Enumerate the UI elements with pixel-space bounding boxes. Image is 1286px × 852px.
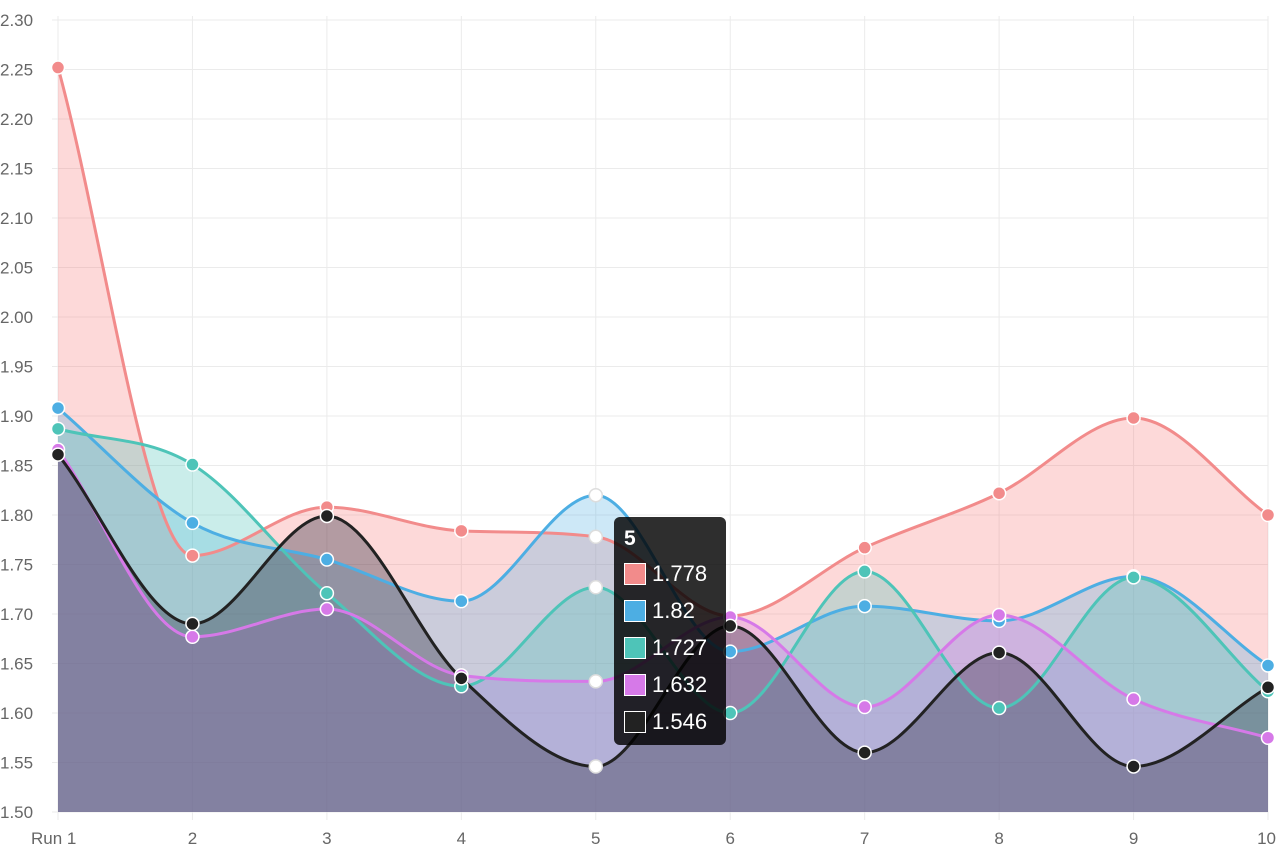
y-tick-label: 2.20: [0, 110, 33, 129]
data-point: [588, 529, 604, 545]
x-tick-label: 2: [188, 829, 197, 848]
data-point: [1260, 507, 1276, 523]
data-point: [857, 564, 872, 579]
data-point: [857, 598, 872, 614]
data-point: [1126, 570, 1141, 585]
y-tick-label: 1.55: [0, 754, 33, 773]
series-area: [58, 67, 1268, 812]
tooltip-row: 1.778: [624, 555, 716, 592]
tooltip-swatch: [624, 710, 646, 733]
y-tick-label: 1.70: [0, 605, 33, 624]
series-points: [50, 60, 1276, 774]
data-point: [454, 671, 469, 686]
tooltip-value: 1.727: [652, 634, 708, 660]
y-tick-label: 1.65: [0, 655, 33, 674]
data-point: [588, 580, 604, 595]
data-point: [991, 485, 1007, 501]
data-point: [50, 447, 66, 462]
x-tick-label: 4: [457, 829, 466, 848]
tooltip-value: 1.82: [652, 597, 695, 623]
data-point: [991, 700, 1007, 716]
y-tick-label: 1.50: [0, 803, 33, 822]
data-point: [454, 593, 469, 609]
data-point: [50, 400, 66, 416]
tooltip: 5 1.778 1.82 1.727 1.632 1.546: [614, 517, 726, 745]
data-point: [857, 745, 872, 760]
tooltip-value: 1.632: [652, 671, 708, 697]
tooltip-swatch: [624, 599, 646, 622]
tooltip-swatch: [624, 636, 646, 659]
tooltip-swatch: [624, 673, 646, 696]
data-point: [319, 585, 335, 601]
data-point: [319, 552, 335, 567]
data-point: [1260, 730, 1276, 745]
tooltip-row: 1.632: [624, 666, 716, 703]
y-tick-label: 1.85: [0, 457, 33, 476]
data-point: [185, 629, 200, 645]
data-point: [185, 548, 200, 563]
tooltip-row: 1.82: [624, 592, 716, 629]
data-point: [1126, 410, 1141, 426]
series-area: [58, 454, 1268, 812]
y-tick-label: 2.10: [0, 209, 33, 228]
y-tick-label: 2.15: [0, 160, 33, 179]
data-point: [50, 60, 66, 75]
y-axis-ticks: 1.50 1.55 1.60 1.65 1.70 1.75 1.80 1.85 1.90 1.95…: [0, 11, 33, 822]
tooltip-title: 5: [624, 527, 636, 550]
tooltip-swatch: [624, 562, 646, 585]
data-point: [1126, 691, 1141, 707]
data-point: [1260, 658, 1276, 673]
y-tick-label: 1.80: [0, 506, 33, 525]
data-point: [319, 601, 335, 617]
y-tick-label: 2.30: [0, 11, 33, 30]
data-point: [588, 487, 604, 503]
data-point: [588, 674, 604, 689]
x-axis-ticks: Run 1 2 3 4 5 6 7 8 9 10: [31, 829, 1276, 848]
y-tick-label: 2.05: [0, 259, 33, 278]
x-tick-label: 10: [1257, 829, 1276, 848]
data-point: [319, 508, 335, 524]
data-point: [991, 645, 1007, 660]
y-tick-label: 1.90: [0, 407, 33, 426]
tooltip-value: 1.546: [652, 708, 708, 734]
data-point: [185, 515, 200, 531]
x-tick-label: 6: [725, 829, 734, 848]
series-area: [58, 449, 1268, 812]
series-areas: [58, 67, 1268, 812]
y-tick-label: 1.95: [0, 358, 33, 377]
data-point: [1126, 759, 1141, 774]
y-tick-label: 2.25: [0, 61, 33, 80]
tooltip-row: 1.546: [624, 703, 716, 740]
x-tick-label: 5: [591, 829, 600, 848]
y-tick-label: 1.75: [0, 556, 33, 575]
y-tick-label: 2.00: [0, 308, 33, 327]
data-point: [1260, 680, 1276, 695]
data-point: [50, 421, 66, 437]
y-tick-label: 1.60: [0, 704, 33, 723]
data-point: [588, 759, 604, 774]
series-area: [58, 428, 1268, 812]
data-point: [857, 699, 872, 715]
x-tick-label: Run 1: [31, 829, 76, 848]
data-point: [454, 523, 469, 539]
x-tick-label: 7: [860, 829, 869, 848]
data-point: [991, 607, 1007, 623]
x-tick-label: 9: [1129, 829, 1138, 848]
tooltip-row: 1.727: [624, 629, 716, 666]
x-tick-label: 8: [994, 829, 1003, 848]
x-tick-label: 3: [322, 829, 331, 848]
grid: [52, 16, 1269, 820]
data-point: [185, 616, 200, 632]
tooltip-value: 1.778: [652, 560, 708, 586]
data-point: [857, 540, 872, 555]
data-point: [185, 457, 200, 472]
